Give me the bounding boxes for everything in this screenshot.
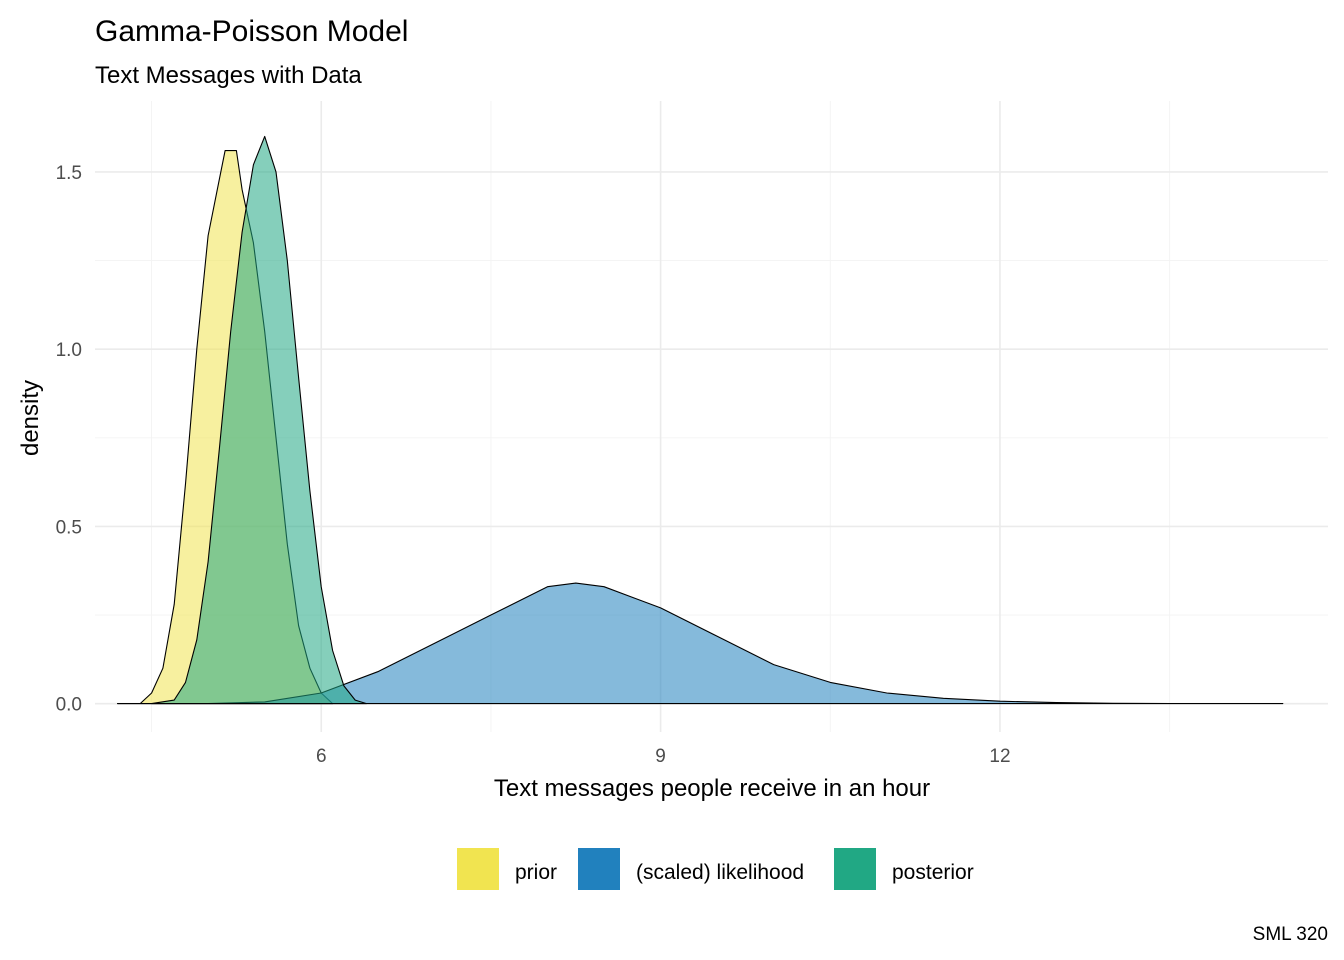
chart-caption: SML 320 — [1253, 924, 1328, 945]
legend-key-posterior — [834, 848, 876, 890]
legend-label-prior: prior — [515, 861, 557, 884]
x-axis-title: Text messages people receive in an hour — [494, 775, 930, 802]
legend-key-scaled-likelihood — [578, 848, 620, 890]
legend-label-posterior: posterior — [892, 861, 974, 884]
legend-key-prior — [457, 848, 499, 890]
legend-label-scaled-likelihood: (scaled) likelihood — [636, 861, 804, 884]
area-posterior — [151, 135, 368, 705]
x-tick-label: 12 — [989, 746, 1010, 767]
x-tick-label: 6 — [316, 746, 327, 767]
y-tick-label: 1.0 — [56, 340, 82, 361]
y-tick-label: 0.0 — [56, 695, 82, 716]
legend: prior (scaled) likelihood posterior — [457, 848, 974, 890]
density-areas — [117, 135, 1284, 705]
area-scaled-likelihood — [117, 582, 1284, 705]
x-tick-label: 9 — [655, 746, 666, 767]
y-axis-title: density — [17, 380, 44, 456]
axis-ticks: 6 9 12 0.0 0.5 1.0 1.5 — [56, 163, 1011, 767]
chart-subtitle: Text Messages with Data — [95, 62, 362, 89]
y-tick-label: 1.5 — [56, 163, 82, 184]
chart-title: Gamma-Poisson Model — [95, 15, 408, 48]
y-tick-label: 0.5 — [56, 517, 82, 538]
